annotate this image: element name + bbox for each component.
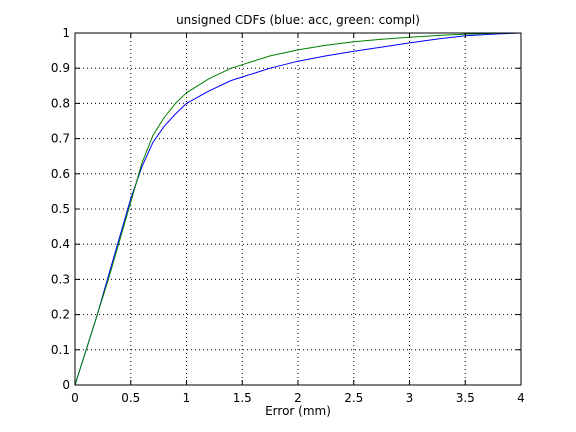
x-axis-label: Error (mm) xyxy=(265,404,331,418)
x-tick-label: 4 xyxy=(517,391,525,405)
chart-title: unsigned CDFs (blue: acc, green: compl) xyxy=(176,13,420,27)
x-tick-label: 2.5 xyxy=(344,391,363,405)
x-tick-label: 0 xyxy=(71,391,79,405)
x-tick-label: 3 xyxy=(406,391,414,405)
series-line-0 xyxy=(74,32,522,386)
y-tick-label: 0.6 xyxy=(51,167,70,181)
x-tick-label: 1 xyxy=(183,391,191,405)
x-tick-label: 1.5 xyxy=(233,391,252,405)
y-tick-label: 0.8 xyxy=(51,96,70,110)
y-tick-label: 0.5 xyxy=(51,202,70,216)
x-tick-label: 0.5 xyxy=(121,391,140,405)
y-tick-label: 0.9 xyxy=(51,61,70,75)
y-tick-label: 0.1 xyxy=(51,343,70,357)
grid-lines xyxy=(75,33,521,385)
y-tick-label: 0.3 xyxy=(51,272,70,286)
tick-marks xyxy=(74,32,522,386)
y-tick-label: 0.4 xyxy=(51,237,70,251)
x-tick-label: 3.5 xyxy=(456,391,475,405)
y-tick-label: 0.2 xyxy=(51,308,70,322)
tick-labels: 0 0.5 1 1.5 2 2.5 3 3.5 4 0 0.1 0.2 0.3 0.4 0.5 0.6 0.7 0… xyxy=(51,26,525,405)
y-tick-label: 1 xyxy=(62,26,70,40)
x-tick-label: 2 xyxy=(294,391,302,405)
y-tick-label: 0 xyxy=(62,378,70,392)
y-tick-label: 0.7 xyxy=(51,132,70,146)
